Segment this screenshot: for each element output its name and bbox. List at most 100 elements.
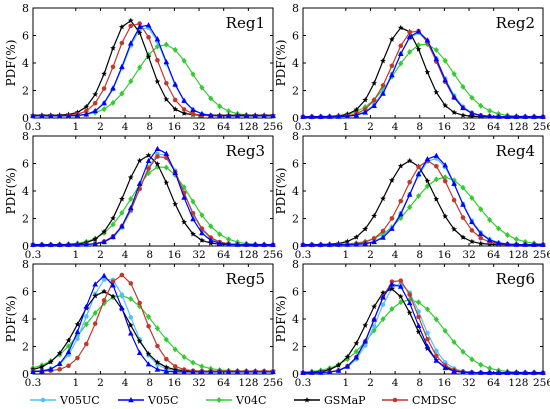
x-tick-label: 16 [438,377,452,389]
x-tick-label: 4 [122,249,129,261]
data-point [110,293,116,299]
data-point [415,193,422,200]
data-point [433,316,439,323]
data-point [154,325,161,332]
x-tick-label: 128 [508,249,528,261]
data-point [119,40,125,46]
x-tick-label: 0.3 [25,121,42,133]
x-tick-label: 2 [367,377,374,389]
data-point [163,368,170,374]
data-point [208,95,214,102]
y-axis-label: PDF(%) [274,40,288,87]
data-point [39,241,45,247]
data-point [101,298,107,303]
data-point [75,336,80,341]
x-tick-label: 1 [342,121,349,133]
panel-title: Reg5 [226,270,265,288]
x-tick-label: 16 [168,249,182,261]
data-point [451,70,457,77]
data-point [56,360,63,366]
data-point [433,89,440,95]
data-point [57,367,62,372]
data-point [317,369,324,375]
data-point [145,157,152,164]
data-point [39,363,45,370]
data-point [181,97,187,103]
data-point [460,234,466,240]
data-point [190,198,196,205]
y-tick-label: 8 [292,258,299,271]
data-point [504,241,511,247]
data-point [433,55,440,62]
data-point [300,241,306,247]
data-point [39,112,45,119]
x-tick-label: 1 [342,377,349,389]
data-point [84,341,89,347]
data-point [83,103,90,110]
data-point [451,226,457,232]
data-point [199,110,205,117]
legend-item-v04c: V04C [206,394,266,407]
data-point [146,166,151,171]
y-tick-label: 8 [22,130,29,143]
panel-title: Reg2 [496,14,535,32]
series-line [33,19,273,116]
data-point [172,46,178,53]
data-point [74,332,81,339]
series-line [32,274,273,372]
data-point [146,323,151,329]
data-point [469,228,475,233]
data-point [442,327,448,334]
data-point [406,33,413,40]
plot-frame [32,263,274,375]
data-point [487,216,493,223]
data-point [145,361,152,367]
data-point [495,225,502,232]
data-point [362,225,369,232]
data-point [389,177,395,183]
x-tick-label: 1 [72,377,79,389]
legend-swatch-marker [128,397,134,403]
data-point [424,156,431,162]
series-v05c [300,28,546,119]
data-point [371,97,377,103]
series-line [303,30,543,118]
data-point [433,152,440,158]
data-point [380,316,386,323]
data-point [434,353,439,359]
data-point [119,23,125,30]
y-tick-label: 6 [292,158,299,171]
data-point [172,368,179,374]
x-tick-label: 2 [367,249,374,261]
y-tick-label: 4 [22,185,29,198]
data-point [270,241,276,247]
data-point [101,106,107,113]
legend-item-gsmap: GSMaP [294,394,366,407]
data-point [513,113,520,119]
data-point [199,84,205,91]
data-point [407,30,412,35]
data-point [110,279,116,284]
data-point [83,111,90,117]
x-tick-label: 64 [487,121,501,133]
data-point [216,240,223,246]
panel-reg1: 0 2 4 6 8 0.3 1 2 4 8 16 32 64 128 256 PDF(%) Reg1 [4,2,283,133]
data-point [207,237,214,243]
data-point [344,363,351,369]
data-point [145,350,152,357]
data-point [163,150,170,156]
y-tick-label: 0 [292,368,299,381]
x-tick-label: 32 [462,121,475,133]
data-point [540,241,546,247]
data-point [65,343,72,350]
data-point [389,285,395,292]
data-point [119,90,125,97]
data-point [181,354,187,361]
data-point [371,316,377,322]
series-line [303,154,543,246]
data-point [398,198,404,204]
data-point [424,343,431,349]
data-point [127,322,134,328]
data-point [406,157,413,164]
data-point [181,107,187,112]
